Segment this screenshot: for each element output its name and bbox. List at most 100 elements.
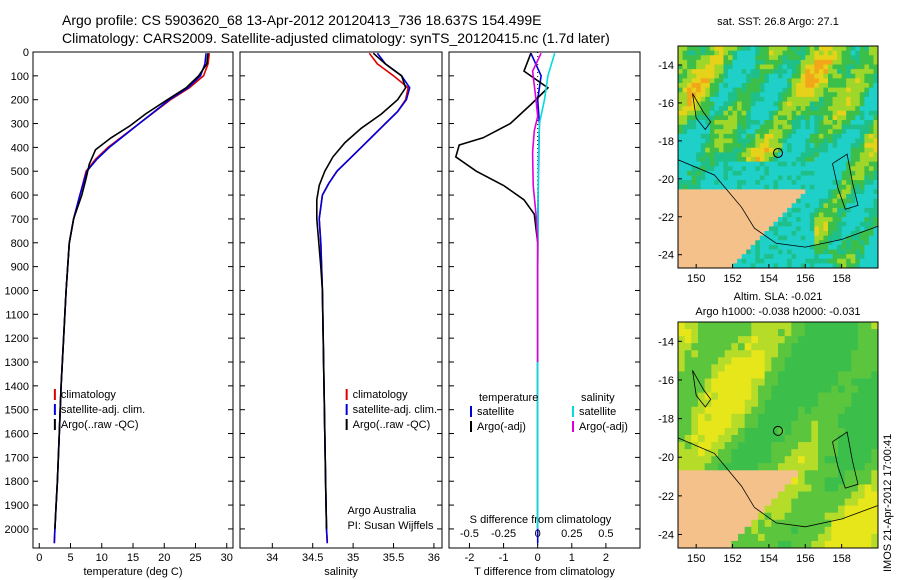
map-cell [809, 189, 815, 195]
map-cell [832, 50, 838, 56]
map-cell [711, 322, 719, 330]
map-cell [800, 180, 806, 186]
map-cell [787, 166, 793, 172]
map-cell [731, 470, 739, 478]
map-cell [768, 231, 774, 237]
map-cell [732, 138, 738, 144]
map-cell [709, 92, 715, 98]
map-cell [718, 87, 724, 93]
map-cell [823, 217, 829, 223]
map-cell [687, 189, 693, 195]
map-cell [814, 92, 820, 98]
map-cell [851, 442, 859, 450]
map-cell [682, 240, 688, 246]
map-cell [746, 180, 752, 186]
map-cell [718, 92, 724, 98]
map-cell [791, 110, 797, 116]
map-cell [764, 427, 772, 436]
map-cell [773, 46, 779, 52]
map-cell [750, 55, 756, 61]
map-cell [818, 463, 826, 471]
map-cell [824, 484, 832, 492]
map-cell [787, 64, 793, 70]
map-cell [684, 512, 692, 521]
map-cell [744, 442, 752, 450]
map-cell [837, 73, 843, 79]
map-cell [751, 484, 759, 492]
map-cell [758, 371, 766, 379]
map-cell [823, 83, 829, 89]
map-cell [691, 240, 697, 246]
map-cell [728, 46, 733, 52]
map-cell [737, 46, 743, 52]
map-cell [831, 442, 839, 450]
map-cell [732, 217, 738, 223]
map-cell [782, 59, 788, 65]
map-cell [855, 96, 861, 102]
map-cell [678, 46, 683, 52]
map-cell [691, 64, 697, 70]
map-cell [738, 442, 746, 450]
map-cell [858, 498, 866, 507]
map-cell [800, 55, 806, 61]
map-cell [823, 147, 829, 153]
y-tick-label: 1500 [5, 405, 29, 417]
map-cell [709, 175, 715, 181]
map-cell [723, 147, 729, 153]
map-cell [824, 540, 832, 549]
map-cell [687, 64, 693, 70]
map-cell [764, 170, 770, 176]
map-cell [750, 92, 756, 98]
map-cell [678, 540, 686, 549]
map-cell [764, 477, 772, 485]
map-cell [718, 101, 724, 107]
map-cell [759, 115, 765, 121]
map-cell [823, 254, 829, 260]
map-cell [844, 350, 852, 358]
map-cell [841, 55, 847, 61]
map-cell [798, 392, 806, 401]
map-cell [798, 413, 806, 422]
map-cell [784, 329, 792, 337]
map-cell [768, 129, 774, 135]
map-cell [718, 194, 724, 200]
map-cell [846, 203, 852, 209]
map-cell [764, 138, 770, 144]
map-cell [859, 170, 865, 176]
map-cell [728, 157, 733, 163]
map-cell [768, 101, 774, 107]
map-cell [818, 449, 826, 457]
map-cell [798, 336, 806, 344]
map-cell [718, 231, 724, 237]
map-cell [711, 519, 719, 528]
map-cell [732, 254, 738, 260]
map-cell [728, 106, 733, 112]
map-cell [718, 203, 724, 209]
map-cell [714, 249, 720, 255]
map-cell [714, 240, 720, 246]
map-cell [850, 240, 856, 246]
map-cell [864, 519, 872, 528]
map-cell [873, 161, 879, 167]
map-cell [837, 133, 843, 139]
map-cell [773, 87, 779, 93]
map-cell [855, 129, 861, 135]
map-cell [718, 484, 726, 492]
map-cell [723, 115, 729, 121]
map-cell [744, 533, 752, 542]
map-cell [796, 64, 802, 70]
map-cell [718, 442, 726, 450]
map-cell [732, 129, 738, 135]
map-cell [768, 254, 774, 260]
map-cell [838, 526, 846, 535]
map-cell [850, 92, 856, 98]
map-cell [818, 189, 824, 195]
map-cell [796, 157, 802, 163]
map-cell [858, 406, 866, 415]
map-cell [718, 226, 724, 232]
map-cell [771, 449, 779, 457]
map-cell [678, 350, 686, 358]
map-cell [855, 170, 861, 176]
map-cell [696, 110, 702, 116]
